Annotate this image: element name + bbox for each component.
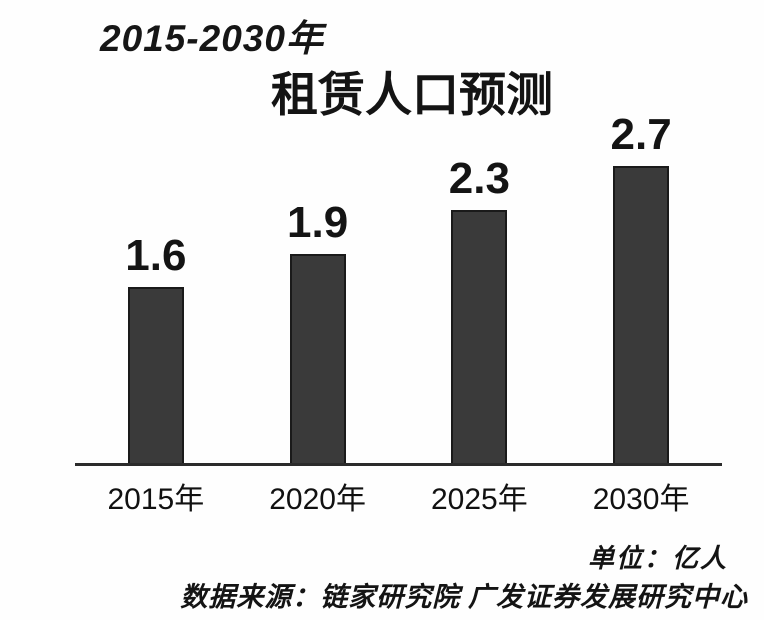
bar-group: 1.9 [287,201,348,463]
bar-group: 1.6 [125,234,186,463]
chart-subtitle: 2015-2030年 [100,18,324,59]
x-axis-tick-label: 2015年 [107,483,205,516]
plot-area: 1.6 1.9 2.3 2.7 [75,113,722,466]
bar-value-label: 2.7 [610,110,672,159]
bar [127,287,184,463]
bar [289,254,346,463]
bar [613,166,670,463]
bar-group: 2.7 [611,113,672,463]
unit-label: 单位：亿人 [587,544,728,573]
x-axis-tick-label: 2030年 [592,483,690,516]
chart-title: 租赁人口预测 [271,68,553,121]
x-axis-labels: 2015年 2020年 2025年 2030年 [75,474,722,518]
bar [451,210,508,463]
x-axis-tick-label: 2025年 [431,483,528,516]
bar-group: 2.3 [449,157,510,463]
bar-value-label: 1.6 [125,231,187,280]
x-axis-tick-label: 2020年 [269,483,366,516]
bar-value-label: 2.3 [448,154,510,203]
bar-value-label: 1.9 [287,198,349,247]
data-source-label: 数据来源：链家研究院 广发证券发展研究中心 [180,582,748,612]
